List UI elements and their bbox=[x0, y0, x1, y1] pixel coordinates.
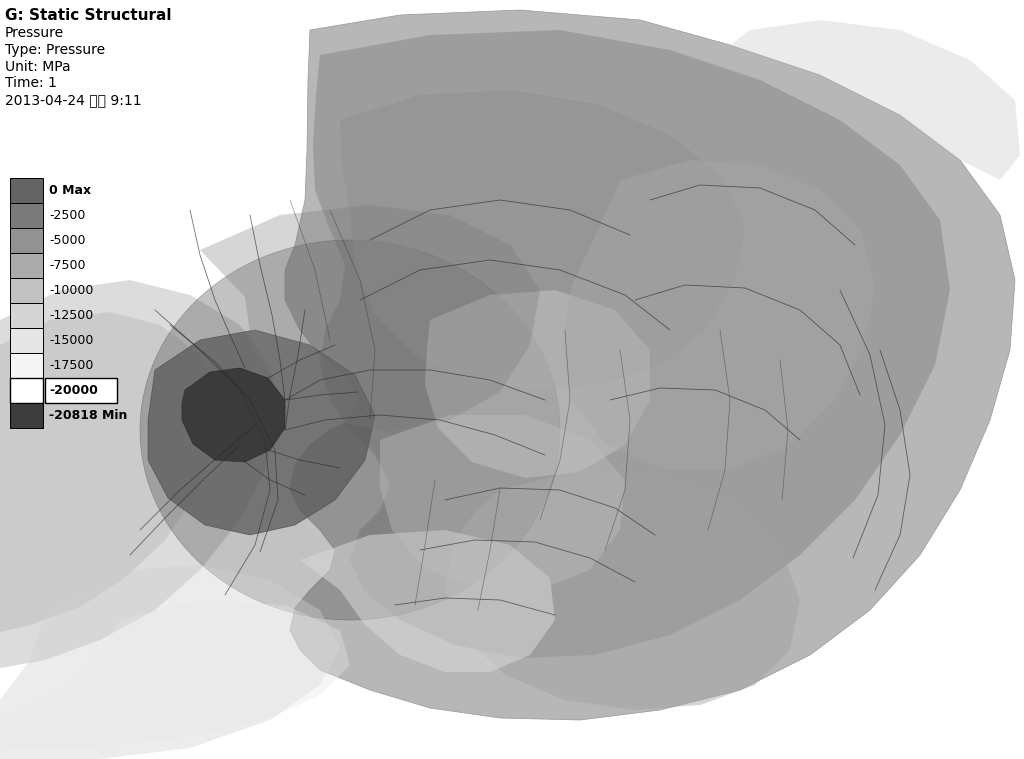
Text: -17500: -17500 bbox=[49, 359, 93, 372]
Text: Pressure: Pressure bbox=[5, 26, 65, 40]
Text: -2500: -2500 bbox=[49, 209, 85, 222]
Text: -15000: -15000 bbox=[49, 334, 93, 347]
Polygon shape bbox=[313, 30, 950, 658]
Text: Type: Pressure: Type: Pressure bbox=[5, 43, 105, 57]
Polygon shape bbox=[148, 330, 375, 535]
Polygon shape bbox=[0, 565, 340, 759]
Polygon shape bbox=[425, 290, 650, 478]
Text: G: Static Structural: G: Static Structural bbox=[5, 8, 171, 23]
Text: 0 Max: 0 Max bbox=[49, 184, 91, 197]
Polygon shape bbox=[200, 205, 540, 432]
Polygon shape bbox=[0, 600, 350, 750]
Text: -12500: -12500 bbox=[49, 309, 93, 322]
Polygon shape bbox=[285, 10, 1015, 720]
Polygon shape bbox=[340, 90, 745, 390]
Bar bbox=[10, 203, 43, 228]
Polygon shape bbox=[182, 368, 285, 462]
Bar bbox=[10, 353, 43, 378]
Bar bbox=[10, 403, 43, 428]
Polygon shape bbox=[380, 415, 625, 590]
Text: -20818 Min: -20818 Min bbox=[49, 409, 127, 422]
Bar bbox=[10, 303, 43, 328]
Bar bbox=[10, 228, 43, 253]
Bar bbox=[10, 253, 43, 278]
Polygon shape bbox=[0, 280, 280, 668]
Polygon shape bbox=[562, 160, 874, 470]
Text: -10000: -10000 bbox=[49, 284, 93, 297]
Text: -20000: -20000 bbox=[49, 384, 98, 397]
Bar bbox=[45, 378, 117, 403]
Ellipse shape bbox=[140, 240, 560, 620]
Text: -5000: -5000 bbox=[49, 234, 85, 247]
Polygon shape bbox=[300, 530, 555, 672]
Polygon shape bbox=[730, 20, 1020, 180]
Text: -7500: -7500 bbox=[49, 259, 85, 272]
Bar bbox=[10, 278, 43, 303]
Polygon shape bbox=[445, 470, 800, 710]
Text: Unit: MPa: Unit: MPa bbox=[5, 60, 71, 74]
Bar bbox=[10, 178, 43, 203]
Polygon shape bbox=[0, 312, 220, 632]
Bar bbox=[10, 378, 43, 403]
Text: 2013-04-24 오후 9:11: 2013-04-24 오후 9:11 bbox=[5, 93, 141, 107]
Text: Time: 1: Time: 1 bbox=[5, 76, 57, 90]
Bar bbox=[10, 328, 43, 353]
